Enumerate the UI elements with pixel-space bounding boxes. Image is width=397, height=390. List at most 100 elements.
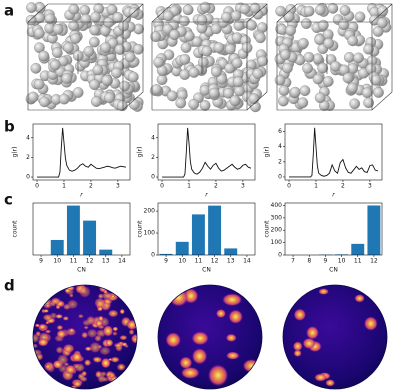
particle bbox=[363, 97, 374, 109]
particle bbox=[279, 49, 291, 61]
particle bbox=[114, 44, 126, 55]
hot-spot bbox=[45, 364, 51, 369]
particle bbox=[303, 51, 315, 63]
particle bbox=[25, 14, 37, 26]
particle bbox=[127, 71, 139, 83]
hot-spot bbox=[112, 331, 118, 336]
bar bbox=[66, 205, 80, 255]
hot-spot bbox=[86, 315, 96, 326]
hot-spot bbox=[83, 325, 89, 330]
particle-box bbox=[25, 1, 144, 112]
panel-label: b bbox=[4, 118, 15, 136]
hot-spot bbox=[81, 331, 89, 339]
bar bbox=[367, 205, 381, 255]
x-tick-label: 7 bbox=[291, 258, 295, 265]
y-axis-label: g(r) bbox=[12, 147, 19, 158]
particle bbox=[298, 37, 309, 49]
hot-spot bbox=[69, 293, 74, 298]
y-tick-label: 200 bbox=[271, 227, 283, 234]
hot-spot bbox=[119, 335, 128, 341]
line-chart: 0 2 4 g(r) r 0 1 2 3 bbox=[12, 123, 131, 199]
hot-spot bbox=[45, 304, 51, 308]
hot-spot bbox=[33, 333, 40, 343]
x-tick-label: 10 bbox=[53, 258, 61, 265]
x-tick-label: 9 bbox=[164, 258, 168, 265]
particle bbox=[289, 86, 301, 98]
hot-spot bbox=[121, 342, 128, 347]
particle bbox=[232, 76, 244, 88]
hot-spot bbox=[306, 326, 319, 340]
bar bbox=[208, 205, 222, 255]
hot-spot bbox=[226, 351, 240, 360]
particle bbox=[124, 51, 136, 63]
x-tick-label: 0 bbox=[35, 183, 39, 190]
particle bbox=[118, 20, 130, 32]
y-tick-label: 100 bbox=[271, 239, 283, 246]
particle bbox=[27, 91, 39, 103]
axes-frame bbox=[32, 202, 131, 256]
particle bbox=[285, 25, 296, 36]
hot-spot bbox=[78, 285, 91, 298]
y-tick-label: 4 bbox=[278, 143, 282, 150]
hot-spot bbox=[66, 299, 79, 310]
particle bbox=[101, 75, 113, 86]
x-tick-label: 10 bbox=[178, 258, 186, 265]
particle bbox=[199, 100, 211, 111]
particle bbox=[179, 15, 190, 27]
sphere-map bbox=[283, 285, 387, 389]
bar bbox=[351, 243, 365, 255]
particle bbox=[208, 87, 220, 99]
panel-label: c bbox=[4, 191, 13, 209]
particle bbox=[151, 84, 162, 95]
particle bbox=[376, 17, 388, 29]
particle bbox=[377, 5, 389, 17]
particle bbox=[213, 42, 225, 54]
particle bbox=[363, 43, 374, 55]
particle bbox=[175, 97, 187, 109]
y-tick-label: 2 bbox=[151, 154, 155, 161]
particle bbox=[61, 73, 73, 84]
x-tick-label: 9 bbox=[39, 258, 43, 265]
hot-spot bbox=[107, 309, 119, 318]
box-edges bbox=[27, 3, 144, 111]
hot-spot bbox=[98, 315, 104, 322]
particle bbox=[278, 95, 289, 107]
line bbox=[289, 127, 379, 178]
y-tick-label: 300 bbox=[271, 214, 283, 221]
x-axis-label: r bbox=[80, 192, 83, 199]
particle bbox=[221, 11, 232, 23]
axes-frame bbox=[157, 202, 256, 256]
x-axis-label: CN bbox=[202, 267, 211, 274]
hot-spot bbox=[94, 297, 106, 309]
x-tick-label: 2 bbox=[341, 183, 345, 190]
hot-spot bbox=[179, 356, 193, 370]
particle bbox=[278, 85, 290, 96]
particle bbox=[188, 67, 200, 78]
particle bbox=[338, 19, 350, 31]
hot-spot bbox=[43, 309, 49, 313]
particle bbox=[83, 45, 95, 57]
hot-spot bbox=[112, 326, 119, 332]
particle bbox=[100, 42, 111, 54]
particle bbox=[49, 59, 61, 71]
hot-spot bbox=[77, 314, 84, 319]
hot-spot bbox=[292, 341, 303, 352]
x-tick-label: 10 bbox=[338, 258, 346, 265]
axes-frame bbox=[157, 123, 256, 181]
particle bbox=[70, 33, 81, 44]
x-tick-label: 12 bbox=[86, 258, 94, 265]
bar bbox=[175, 241, 189, 255]
particle bbox=[312, 73, 324, 85]
x-tick-label: 3 bbox=[116, 183, 120, 190]
hot-spot bbox=[97, 325, 105, 330]
particle bbox=[179, 69, 191, 80]
particle bbox=[312, 53, 324, 65]
particle bbox=[153, 56, 164, 68]
bar bbox=[50, 239, 64, 255]
particle bbox=[79, 4, 91, 16]
hot-spot bbox=[110, 356, 120, 363]
hot-spot bbox=[92, 356, 103, 363]
particle bbox=[52, 23, 64, 35]
